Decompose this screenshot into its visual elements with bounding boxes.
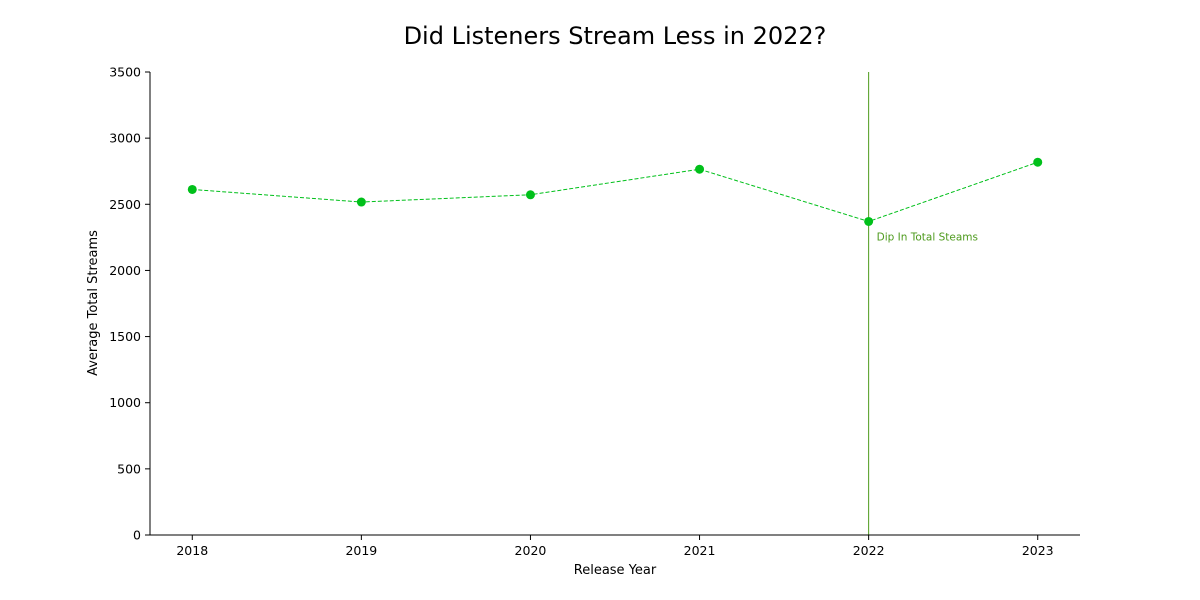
y-axis-label: Average Total Streams: [86, 230, 101, 376]
x-tick-label: 2022: [853, 543, 885, 558]
data-point: [695, 164, 705, 174]
x-tick-label: 2023: [1022, 543, 1054, 558]
y-tick-label: 500: [117, 461, 141, 476]
annotation-label: Dip In Total Steams: [877, 231, 978, 243]
y-tick-label: 0: [133, 528, 141, 543]
annotations-layer: Dip In Total Steams: [868, 72, 978, 535]
y-tick-label: 1500: [109, 329, 141, 344]
data-point: [356, 197, 366, 207]
data-point: [1033, 157, 1043, 167]
data-point: [864, 216, 874, 226]
x-axis-label: Release Year: [574, 563, 657, 578]
y-tick-label: 3000: [109, 131, 141, 146]
y-tick-label: 3500: [109, 65, 141, 80]
x-tick-label: 2018: [176, 543, 208, 558]
y-tick-label: 2500: [109, 197, 141, 212]
y-tick-label: 1000: [109, 395, 141, 410]
chart-title: Did Listeners Stream Less in 2022?: [404, 22, 827, 50]
x-tick-label: 2020: [515, 543, 547, 558]
axes-layer: 0 500 1000 1500 2000 2500 3000 3500 2018 2019 2020…: [109, 65, 1080, 558]
data-point: [525, 190, 535, 200]
series-line: [192, 161, 1038, 223]
y-tick-label: 2000: [109, 263, 141, 278]
data-point: [187, 184, 197, 194]
x-tick-label: 2021: [684, 543, 716, 558]
x-tick-label: 2019: [345, 543, 377, 558]
series-layer: [187, 157, 1043, 226]
